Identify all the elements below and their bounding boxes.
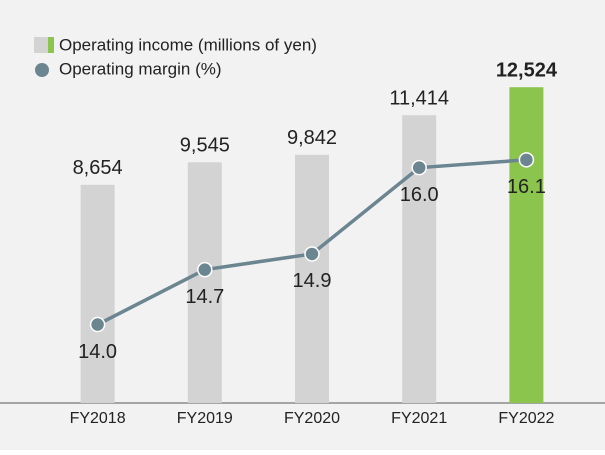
line-value-label: 14.0	[78, 341, 117, 363]
bar	[80, 184, 115, 403]
line-marker	[197, 261, 213, 278]
line-value-label: 14.9	[293, 270, 332, 292]
x-tick-label: FY2018	[70, 410, 126, 427]
line-value-label: 14.7	[185, 286, 224, 308]
line-value-label: 16.1	[507, 176, 546, 198]
legend-label: Operating margin (%)	[59, 59, 222, 78]
bar-value-label: 9,842	[287, 127, 337, 149]
bar	[295, 154, 329, 403]
line-marker	[304, 246, 320, 262]
bar-value-label: 12,524	[496, 59, 558, 81]
line-value-label: 16.0	[400, 184, 439, 206]
legend-swatch	[34, 37, 48, 53]
x-tick-label: FY2021	[391, 410, 447, 427]
bar	[402, 115, 437, 404]
line-marker	[411, 159, 427, 176]
line-marker	[89, 316, 106, 333]
line-marker	[518, 152, 535, 168]
bar	[509, 87, 544, 404]
legend-swatch-accent	[48, 37, 54, 53]
x-tick-label: FY2020	[284, 410, 340, 427]
x-tick-label: FY2022	[498, 410, 554, 427]
bar-value-label: 8,654	[73, 157, 123, 179]
x-tick-label: FY2019	[177, 410, 233, 427]
legend-marker	[35, 63, 49, 77]
bar-value-label: 9,545	[180, 135, 230, 157]
legend-label: Operating income (millions of yen)	[59, 35, 317, 54]
bar-value-label: 11,414	[389, 87, 449, 109]
bar	[187, 162, 222, 403]
